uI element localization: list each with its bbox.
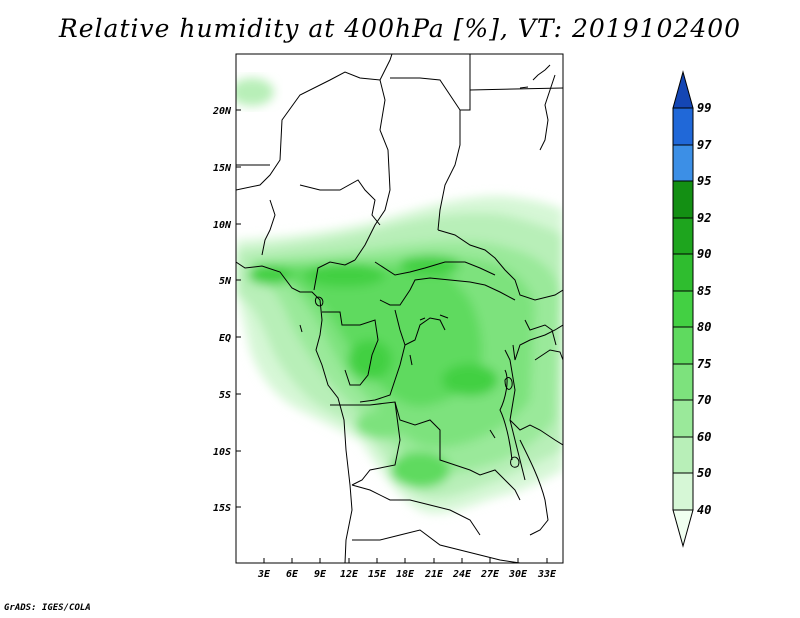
colorbar-label: 92 — [697, 211, 711, 225]
lat-label: 20N — [212, 106, 232, 117]
lon-label: 12E — [340, 569, 359, 580]
lat-label: EQ — [219, 333, 231, 344]
humidity-field — [236, 78, 563, 514]
colorbar-label: 70 — [697, 393, 711, 407]
colorbar-segment — [672, 253, 694, 292]
lat-label: 5S — [219, 390, 231, 401]
colorbar-label: 99 — [697, 101, 711, 115]
colorbar-bottom-triangle — [672, 509, 694, 548]
colorbar-label: 95 — [697, 174, 711, 188]
lon-label: 3E — [257, 569, 271, 580]
lat-label: 10S — [213, 447, 231, 458]
latitude-labels: 20N 15N 10N 5N EQ 5S 10S 15S — [212, 106, 232, 514]
colorbar-label: 90 — [697, 247, 711, 261]
lon-label: 18E — [396, 569, 415, 580]
colorbar-label: 97 — [697, 138, 712, 152]
colorbar-segment — [672, 363, 694, 401]
map-frame — [235, 53, 564, 564]
colorbar-segment — [672, 144, 694, 182]
colorbar-segment — [672, 217, 694, 255]
colorbar-segment — [672, 436, 694, 474]
lon-label: 27E — [480, 569, 500, 580]
lon-label: 9E — [314, 569, 327, 580]
credit-text: GrADS: IGES/COLA — [4, 603, 91, 613]
colorbar-label: 75 — [697, 357, 711, 371]
colorbar-label: 40 — [697, 503, 711, 517]
country-boundaries — [236, 54, 563, 563]
lon-label: 21E — [424, 569, 444, 580]
lat-label: 15S — [213, 503, 231, 514]
lon-label: 24E — [452, 569, 472, 580]
colorbar-top-triangle — [672, 70, 694, 109]
chart-title: Relative humidity at 400hPa [%], VT: 201… — [58, 14, 742, 43]
lon-label: 33E — [537, 569, 557, 580]
colorbar-segment — [672, 399, 694, 438]
lon-label: 30E — [508, 569, 528, 580]
axis-ticks — [236, 109, 548, 563]
colorbar-label: 60 — [697, 430, 711, 444]
lon-label: 6E — [286, 569, 299, 580]
lon-label: 15E — [368, 569, 387, 580]
longitude-labels: 3E 6E 9E 12E 15E 18E 21E 24E 27E 30E 33E — [257, 569, 557, 580]
lat-label: 15N — [213, 163, 232, 174]
colorbar-segment — [672, 472, 694, 511]
lat-label: 5N — [219, 276, 232, 287]
colorbar-label: 50 — [697, 466, 711, 480]
colorbar-segment — [672, 326, 694, 365]
colorbar-segment — [672, 290, 694, 328]
colorbar: 99 97 95 92 90 85 80 75 70 60 50 40 — [672, 70, 712, 548]
colorbar-label: 85 — [697, 284, 711, 298]
colorbar-label: 80 — [697, 320, 711, 334]
colorbar-segment — [672, 180, 694, 219]
colorbar-segment — [672, 107, 694, 146]
lat-label: 10N — [213, 220, 232, 231]
